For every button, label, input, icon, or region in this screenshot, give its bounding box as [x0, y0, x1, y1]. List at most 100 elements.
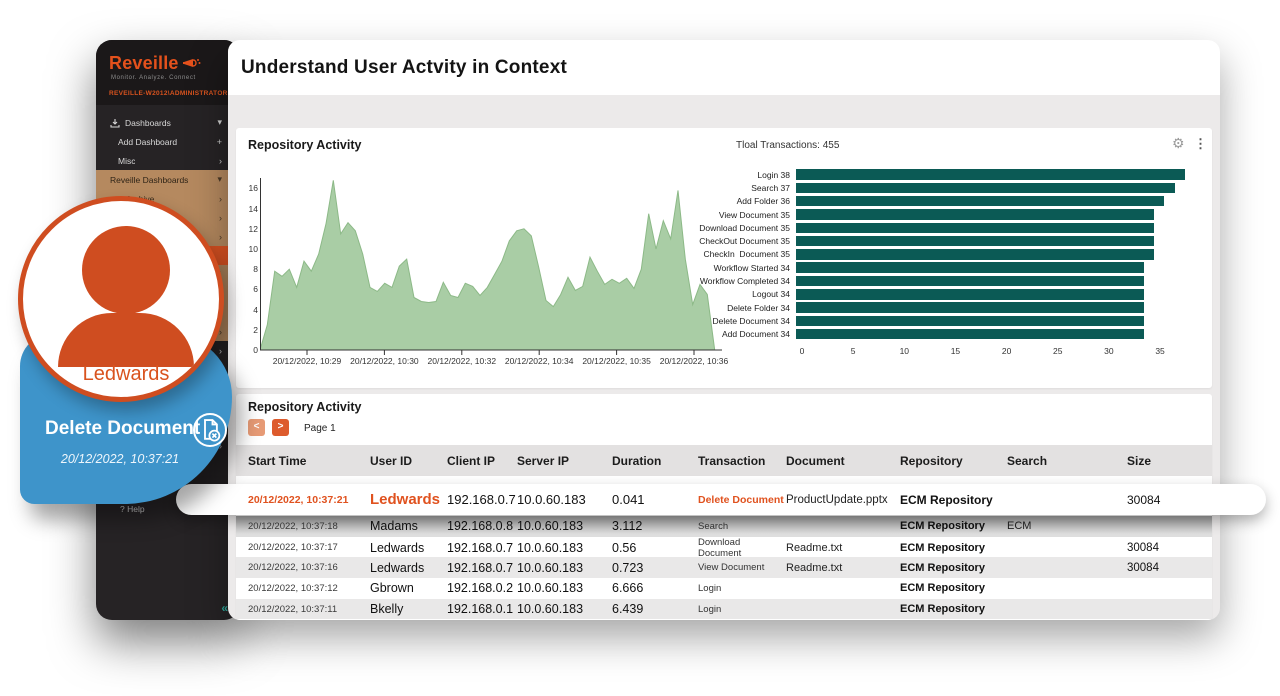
bar-row-workflow-completed: Workflow Completed 34 [248, 274, 1204, 287]
chevron-right-icon: › [219, 193, 222, 204]
column-header-search[interactable]: Search [1007, 453, 1048, 468]
area-y-tick-label: 0 [253, 345, 258, 355]
sidebar-item-label: Add Dashboard [118, 136, 178, 147]
main-window: Understand User Actvity in Context Repos… [228, 40, 1220, 620]
cell-time: 20/12/2022, 10:37:18 [248, 520, 338, 532]
bar[interactable] [796, 328, 1144, 340]
cell-repository: ECM Repository [900, 520, 985, 533]
column-header-document[interactable]: Document [786, 453, 845, 468]
bar[interactable] [796, 302, 1144, 313]
collapse-sidebar-icon[interactable]: « [221, 601, 228, 615]
bar[interactable] [796, 235, 1155, 247]
chevron-right-icon: › [219, 345, 222, 356]
table-header-row: Start Time User ID Client IP Server IP Durat… [236, 445, 1212, 476]
sidebar-item-misc[interactable]: Misc › [96, 151, 240, 170]
cell-duration: 3.112 [612, 519, 643, 534]
avatar: Ledwards [18, 196, 224, 402]
cell-duration: 0.723 [612, 560, 644, 575]
sidebar-item-hidden[interactable]: › [96, 436, 240, 455]
bar[interactable] [796, 275, 1144, 287]
bar-x-tick-label: 5 [850, 346, 856, 356]
bar-category-label: Search 37 [751, 182, 790, 193]
cell-server-ip: 10.0.60.183 [517, 540, 584, 555]
bar-x-tick-label: 25 [1053, 346, 1063, 356]
sidebar-item-label: Misc [118, 155, 136, 166]
bar[interactable] [796, 315, 1144, 327]
transactions-bar-chart: Login 38 Search 37 Add Folder 36 View Docum… [248, 168, 1204, 368]
bar-row-checkout-document: CheckOut Document 35 [248, 234, 1204, 247]
table-row[interactable]: 20/12/2022, 10:37:12 Gbrown 192.168.0.2 10.… [236, 578, 1212, 599]
cell-client-ip: 192.168.0.1 [447, 602, 514, 617]
bar-row-login: Login 38 [248, 168, 1204, 181]
table-rows: 20/12/2022, 10:37:18 Madams 192.168.0.8 10.… [236, 516, 1212, 620]
gear-icon[interactable]: ⚙ [1172, 135, 1185, 151]
person-icon [82, 226, 170, 314]
next-page-button[interactable]: > [272, 419, 289, 436]
bar-category-label: Delete Document 34 [712, 315, 791, 326]
bar[interactable] [796, 195, 1165, 207]
help-link[interactable]: ? Help [120, 504, 145, 514]
chevron-right-icon: › [219, 440, 222, 451]
area-y-tick-label: 16 [248, 183, 258, 194]
prev-page-button[interactable]: < [248, 419, 265, 436]
column-header-repository[interactable]: Repository [900, 453, 963, 468]
help-icon: ? [120, 504, 125, 514]
bar[interactable] [796, 249, 1155, 260]
bar-row-checkin-document: CheckIn Document 35 [248, 248, 1204, 261]
cell-server-ip: 10.0.60.183 [517, 492, 586, 507]
plus-icon: + [216, 136, 222, 147]
page-indicator: Page 1 [304, 423, 336, 434]
cell-duration: 0.56 [612, 540, 637, 555]
bar[interactable] [796, 222, 1155, 234]
area-y-tick-label: 14 [248, 203, 258, 214]
area-x-tick-label: 20/12/2022, 10:34 [504, 356, 574, 366]
area-x-tick-label: 20/12/2022, 10:36 [659, 356, 729, 366]
bar[interactable] [796, 262, 1144, 273]
user-activity-callout: Delete Document 20/12/2022, 10:37:21 Led… [18, 196, 234, 508]
table-row[interactable]: 20/12/2022, 10:37:11 Bkelly 192.168.0.1 10.… [236, 598, 1212, 620]
bar[interactable] [796, 182, 1175, 194]
bar[interactable] [796, 209, 1155, 220]
column-header-start-time[interactable]: Start Time [248, 453, 307, 468]
column-header-user-id[interactable]: User ID [370, 453, 413, 468]
cell-size: 30084 [1127, 541, 1159, 554]
cell-transaction: Login [698, 582, 722, 594]
bar-row-search: Search 37 [248, 181, 1204, 194]
sidebar-item-add-dashboard[interactable]: Add Dashboard + [96, 132, 240, 151]
area-y-tick-label: 8 [253, 264, 258, 275]
sidebar-item-hidden[interactable]: › [96, 341, 240, 360]
area-y-tick-label: 12 [248, 223, 258, 234]
trumpet-icon [182, 57, 202, 71]
bar[interactable] [796, 289, 1144, 300]
bar-category-label: Delete Folder 34 [727, 302, 790, 313]
cell-duration: 0.041 [612, 492, 645, 507]
chevron-down-icon: ▾ [217, 117, 222, 127]
column-header-duration[interactable]: Duration [612, 453, 662, 468]
sidebar-item-dashboards[interactable]: Dashboards ▾ [96, 113, 240, 132]
cell-server-ip: 10.0.60.183 [517, 560, 584, 575]
panel2-title: Repository Activity [248, 400, 362, 414]
chevron-right-icon: › [219, 326, 222, 337]
table-row[interactable]: 20/12/2022, 10:37:16 Ledwards 192.168.0.7 1… [236, 557, 1212, 579]
bar-category-label: Login 38 [757, 169, 790, 180]
callout-timestamp: 20/12/2022, 10:37:21 [60, 452, 180, 466]
column-header-transaction[interactable]: Transaction [698, 453, 766, 468]
cell-time: 20/12/2022, 10:37:11 [248, 603, 338, 615]
column-header-server-ip[interactable]: Server IP [517, 453, 570, 468]
cell-client-ip: 192.168.0.8 [447, 519, 514, 534]
cell-server-ip: 10.0.60.183 [517, 602, 584, 617]
kebab-menu-icon[interactable]: ⋮ [1194, 136, 1207, 151]
column-header-size[interactable]: Size [1127, 453, 1152, 468]
table-row[interactable]: 20/12/2022, 10:37:18 Madams 192.168.0.8 10.… [236, 516, 1212, 537]
highlighted-table-row[interactable]: 20/12/2022, 10:37:21 Ledwards 192.168.0.… [176, 484, 1266, 515]
area-x-tick-label: 20/12/2022, 10:35 [582, 356, 651, 366]
cell-user: Ledwards [370, 540, 425, 555]
bar[interactable] [796, 169, 1185, 180]
cell-repository: ECM Repository [900, 492, 993, 507]
sidebar-item-reveille-dashboards[interactable]: Reveille Dashboards ▾ [96, 170, 240, 189]
cell-time: 20/12/2022, 10:37:12 [248, 582, 338, 594]
table-row[interactable]: 20/12/2022, 10:37:17 Ledwards 192.168.0.7 1… [236, 536, 1212, 559]
sidebar-item-label: Dashboards [125, 117, 171, 128]
cell-client-ip: 192.168.0.7 [447, 540, 514, 555]
column-header-client-ip[interactable]: Client IP [447, 453, 496, 468]
